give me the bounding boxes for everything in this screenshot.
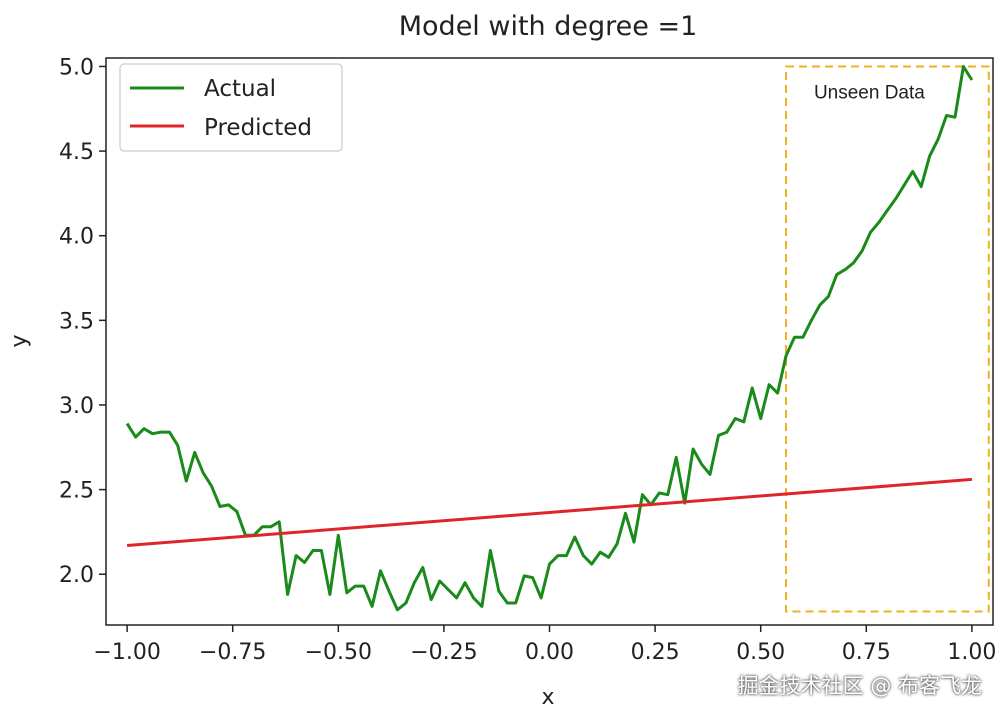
chart-title: Model with degree =1: [399, 11, 698, 42]
x-tick-label: −0.75: [199, 640, 266, 665]
y-tick-label: 4.5: [59, 140, 94, 165]
watermark: 掘金技术社区 @ 布客飞龙: [737, 674, 982, 698]
unseen-data-label: Unseen Data: [814, 82, 925, 103]
legend-box: [119, 63, 343, 152]
x-tick-label: −0.25: [410, 640, 477, 665]
series-line-actual: [125, 65, 974, 612]
x-tick-label: 1.00: [947, 640, 996, 665]
legend-label-actual: Actual: [204, 76, 276, 102]
y-axis-title: y: [7, 334, 32, 347]
x-tick-label: 0.00: [525, 640, 574, 665]
plot-series: [125, 65, 974, 612]
x-tick-label: 0.50: [736, 640, 785, 665]
y-axis: 2.0 2.5 3.0 3.5 4.0 4.5 5.0: [59, 55, 106, 588]
unseen-data-box: [785, 65, 990, 613]
y-tick-label: 5.0: [59, 55, 94, 80]
x-tick-label: −1.00: [93, 640, 160, 665]
y-tick-label: 2.0: [59, 563, 94, 588]
y-tick-label: 3.0: [59, 394, 94, 419]
annotation-group: Unseen Data: [785, 65, 990, 613]
legend-label-predicted: Predicted: [204, 115, 312, 141]
y-tick-label: 2.5: [59, 479, 94, 504]
series-line-predicted: [126, 477, 973, 547]
y-tick-label: 4.0: [59, 225, 94, 250]
x-tick-label: 0.75: [842, 640, 891, 665]
y-tick-label: 3.5: [59, 309, 94, 334]
x-tick-label: 0.25: [631, 640, 680, 665]
x-axis-title: x: [541, 685, 554, 710]
x-tick-label: −0.50: [305, 640, 372, 665]
legend: Actual Predicted: [119, 63, 343, 152]
x-axis: −1.00 −0.75 −0.50 −0.25 0.00 0.25 0.50 0.75 1.00: [93, 625, 996, 665]
